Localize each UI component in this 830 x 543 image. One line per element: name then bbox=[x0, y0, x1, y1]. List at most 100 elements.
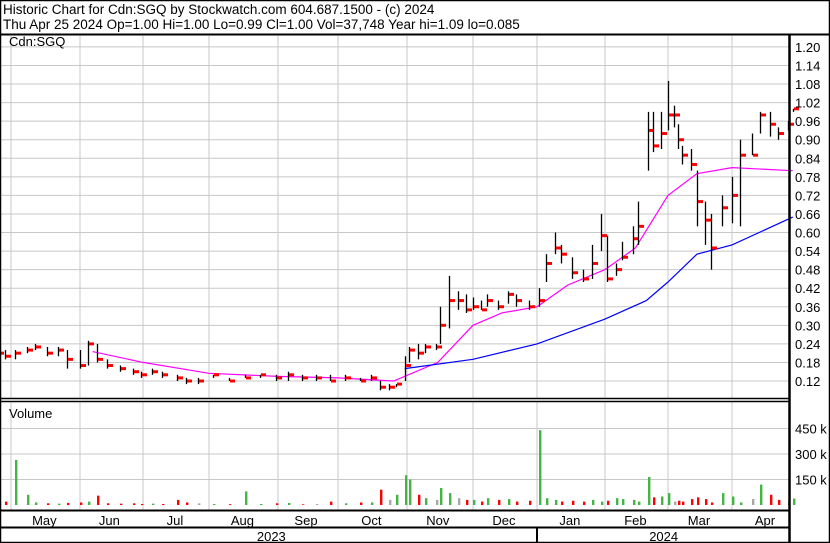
quote-summary: Thu Apr 25 2024 Op=1.00 Hi=1.00 Lo=0.99 … bbox=[3, 17, 520, 32]
volume-bar bbox=[466, 499, 469, 505]
price-bar-close-tick bbox=[89, 342, 94, 346]
price-bar-close-tick bbox=[482, 308, 487, 312]
volume-bar bbox=[508, 499, 511, 505]
volume-bar bbox=[345, 503, 348, 505]
volume-bar bbox=[47, 503, 50, 505]
price-bar-close-tick bbox=[187, 379, 192, 383]
volume-bar bbox=[661, 496, 664, 505]
volume-bar bbox=[752, 499, 755, 505]
price-tick-label: 1.02 bbox=[795, 96, 820, 111]
price-tick-label: 0.42 bbox=[795, 281, 820, 296]
volume-bar bbox=[760, 484, 763, 505]
price-bar-close-tick bbox=[134, 370, 139, 374]
month-label: Nov bbox=[426, 513, 450, 528]
price-bar-close-tick bbox=[584, 277, 589, 281]
price-bar-close-tick bbox=[547, 261, 552, 265]
volume-bar bbox=[722, 493, 725, 505]
price-bar-close-tick bbox=[331, 379, 336, 383]
volume-bar bbox=[732, 496, 735, 505]
price-bar-close-tick bbox=[303, 376, 308, 380]
price-bar-close-tick bbox=[372, 376, 377, 380]
price-bar-close-tick bbox=[153, 370, 158, 374]
volume-bar bbox=[330, 501, 333, 505]
volume-bar bbox=[440, 488, 443, 505]
price-bar-close-tick bbox=[639, 224, 644, 228]
price-bar-close-tick bbox=[68, 357, 73, 361]
year-label: 2023 bbox=[257, 529, 286, 543]
price-bar-close-tick bbox=[789, 122, 794, 126]
price-bar-close-tick bbox=[426, 345, 431, 349]
price-tick-label: 0.66 bbox=[795, 207, 820, 222]
price-bar-close-tick bbox=[509, 292, 514, 296]
volume-bar bbox=[668, 493, 671, 505]
volume-bar bbox=[213, 503, 216, 505]
volume-bar bbox=[380, 489, 383, 505]
price-bar-close-tick bbox=[692, 162, 697, 166]
volume-bar bbox=[302, 504, 305, 505]
price-bar-close-tick bbox=[753, 153, 758, 157]
price-bar-close-tick bbox=[617, 268, 622, 272]
month-label: Jul bbox=[167, 513, 184, 528]
volume-tick-label: 300 k bbox=[795, 447, 827, 462]
volume-bar bbox=[396, 494, 399, 505]
volume-bar bbox=[633, 499, 636, 505]
volume-bar bbox=[162, 503, 165, 505]
volume-bar bbox=[97, 495, 100, 505]
price-bar-close-tick bbox=[499, 305, 504, 309]
price-tick-label: 0.48 bbox=[795, 263, 820, 278]
volume-bar bbox=[697, 497, 700, 505]
price-bar-close-tick bbox=[733, 193, 738, 197]
price-bar-close-tick bbox=[16, 351, 21, 355]
volume-bar bbox=[425, 498, 428, 505]
volume-bar bbox=[691, 499, 694, 505]
month-label: Oct bbox=[361, 513, 382, 528]
symbol-label: Cdn:SGQ bbox=[9, 34, 65, 49]
volume-bar bbox=[674, 501, 677, 505]
volume-bar bbox=[678, 500, 681, 505]
price-bar-close-tick bbox=[0, 351, 4, 355]
price-tick-label: 0.72 bbox=[795, 188, 820, 203]
volume-bar bbox=[141, 503, 144, 505]
price-bar-close-tick bbox=[459, 299, 464, 303]
volume-bar bbox=[616, 498, 619, 505]
volume-bar bbox=[638, 501, 641, 505]
volume-tick-label: 150 k bbox=[795, 473, 827, 488]
volume-bar bbox=[793, 498, 796, 505]
price-bar-close-tick bbox=[48, 351, 53, 355]
price-bar-close-tick bbox=[230, 379, 235, 383]
volume-bar bbox=[260, 503, 263, 505]
price-bar-close-tick bbox=[346, 376, 351, 380]
volume-bar bbox=[276, 503, 279, 505]
price-bar-close-tick bbox=[556, 246, 561, 250]
volume-bar bbox=[389, 499, 392, 505]
month-label: Aug bbox=[231, 513, 254, 528]
volume-bar bbox=[487, 498, 490, 505]
price-bar-close-tick bbox=[530, 305, 535, 309]
price-bar-close-tick bbox=[163, 373, 168, 377]
price-bar-close-tick bbox=[121, 367, 126, 371]
price-bar-close-tick bbox=[381, 385, 386, 389]
price-bar-close-tick bbox=[562, 252, 567, 256]
volume-bar bbox=[607, 500, 610, 505]
price-bar-close-tick bbox=[419, 351, 424, 355]
price-bar-close-tick bbox=[608, 277, 613, 281]
price-bar-close-tick bbox=[593, 261, 598, 265]
volume-bar bbox=[561, 501, 564, 505]
price-bar-close-tick bbox=[406, 364, 411, 368]
volume-bar bbox=[592, 499, 595, 505]
volume-bar bbox=[316, 503, 319, 505]
volume-bar bbox=[80, 502, 83, 505]
volume-bar bbox=[58, 503, 61, 505]
price-bar-close-tick bbox=[289, 373, 294, 377]
price-tick-label: 0.84 bbox=[795, 151, 820, 166]
price-bar-close-tick bbox=[246, 376, 251, 380]
volume-bar bbox=[705, 499, 708, 505]
price-bar-close-tick bbox=[779, 132, 784, 136]
price-bar-close-tick bbox=[441, 323, 446, 327]
price-tick-label: 0.60 bbox=[795, 226, 820, 241]
price-bar-close-tick bbox=[517, 299, 522, 303]
volume-bar bbox=[360, 502, 363, 505]
price-tick-label: 0.30 bbox=[795, 318, 820, 333]
volume-bar bbox=[35, 502, 38, 505]
